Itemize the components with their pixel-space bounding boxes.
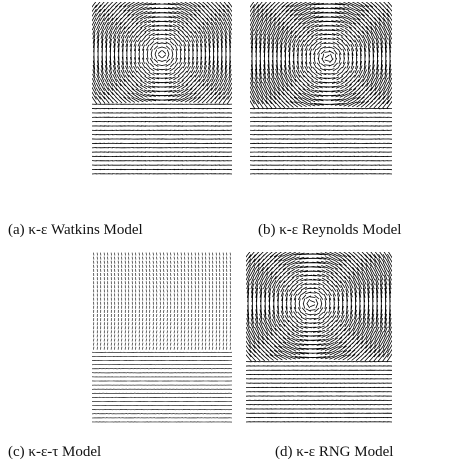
- vector-field: [246, 252, 392, 423]
- vector-field: [92, 252, 232, 423]
- vectors: [92, 2, 232, 175]
- caption: (d) κ-ε RNG Model: [275, 444, 394, 460]
- caption: (b) κ-ε Reynolds Model: [258, 222, 402, 238]
- caption: (a) κ-ε Watkins Model: [8, 222, 143, 238]
- vector-field: [250, 2, 392, 175]
- vectors: [250, 2, 392, 175]
- caption: (c) κ-ε-τ Model: [8, 444, 102, 460]
- vector-field: [92, 2, 232, 175]
- vectors: [246, 252, 392, 423]
- vectors: [92, 252, 232, 423]
